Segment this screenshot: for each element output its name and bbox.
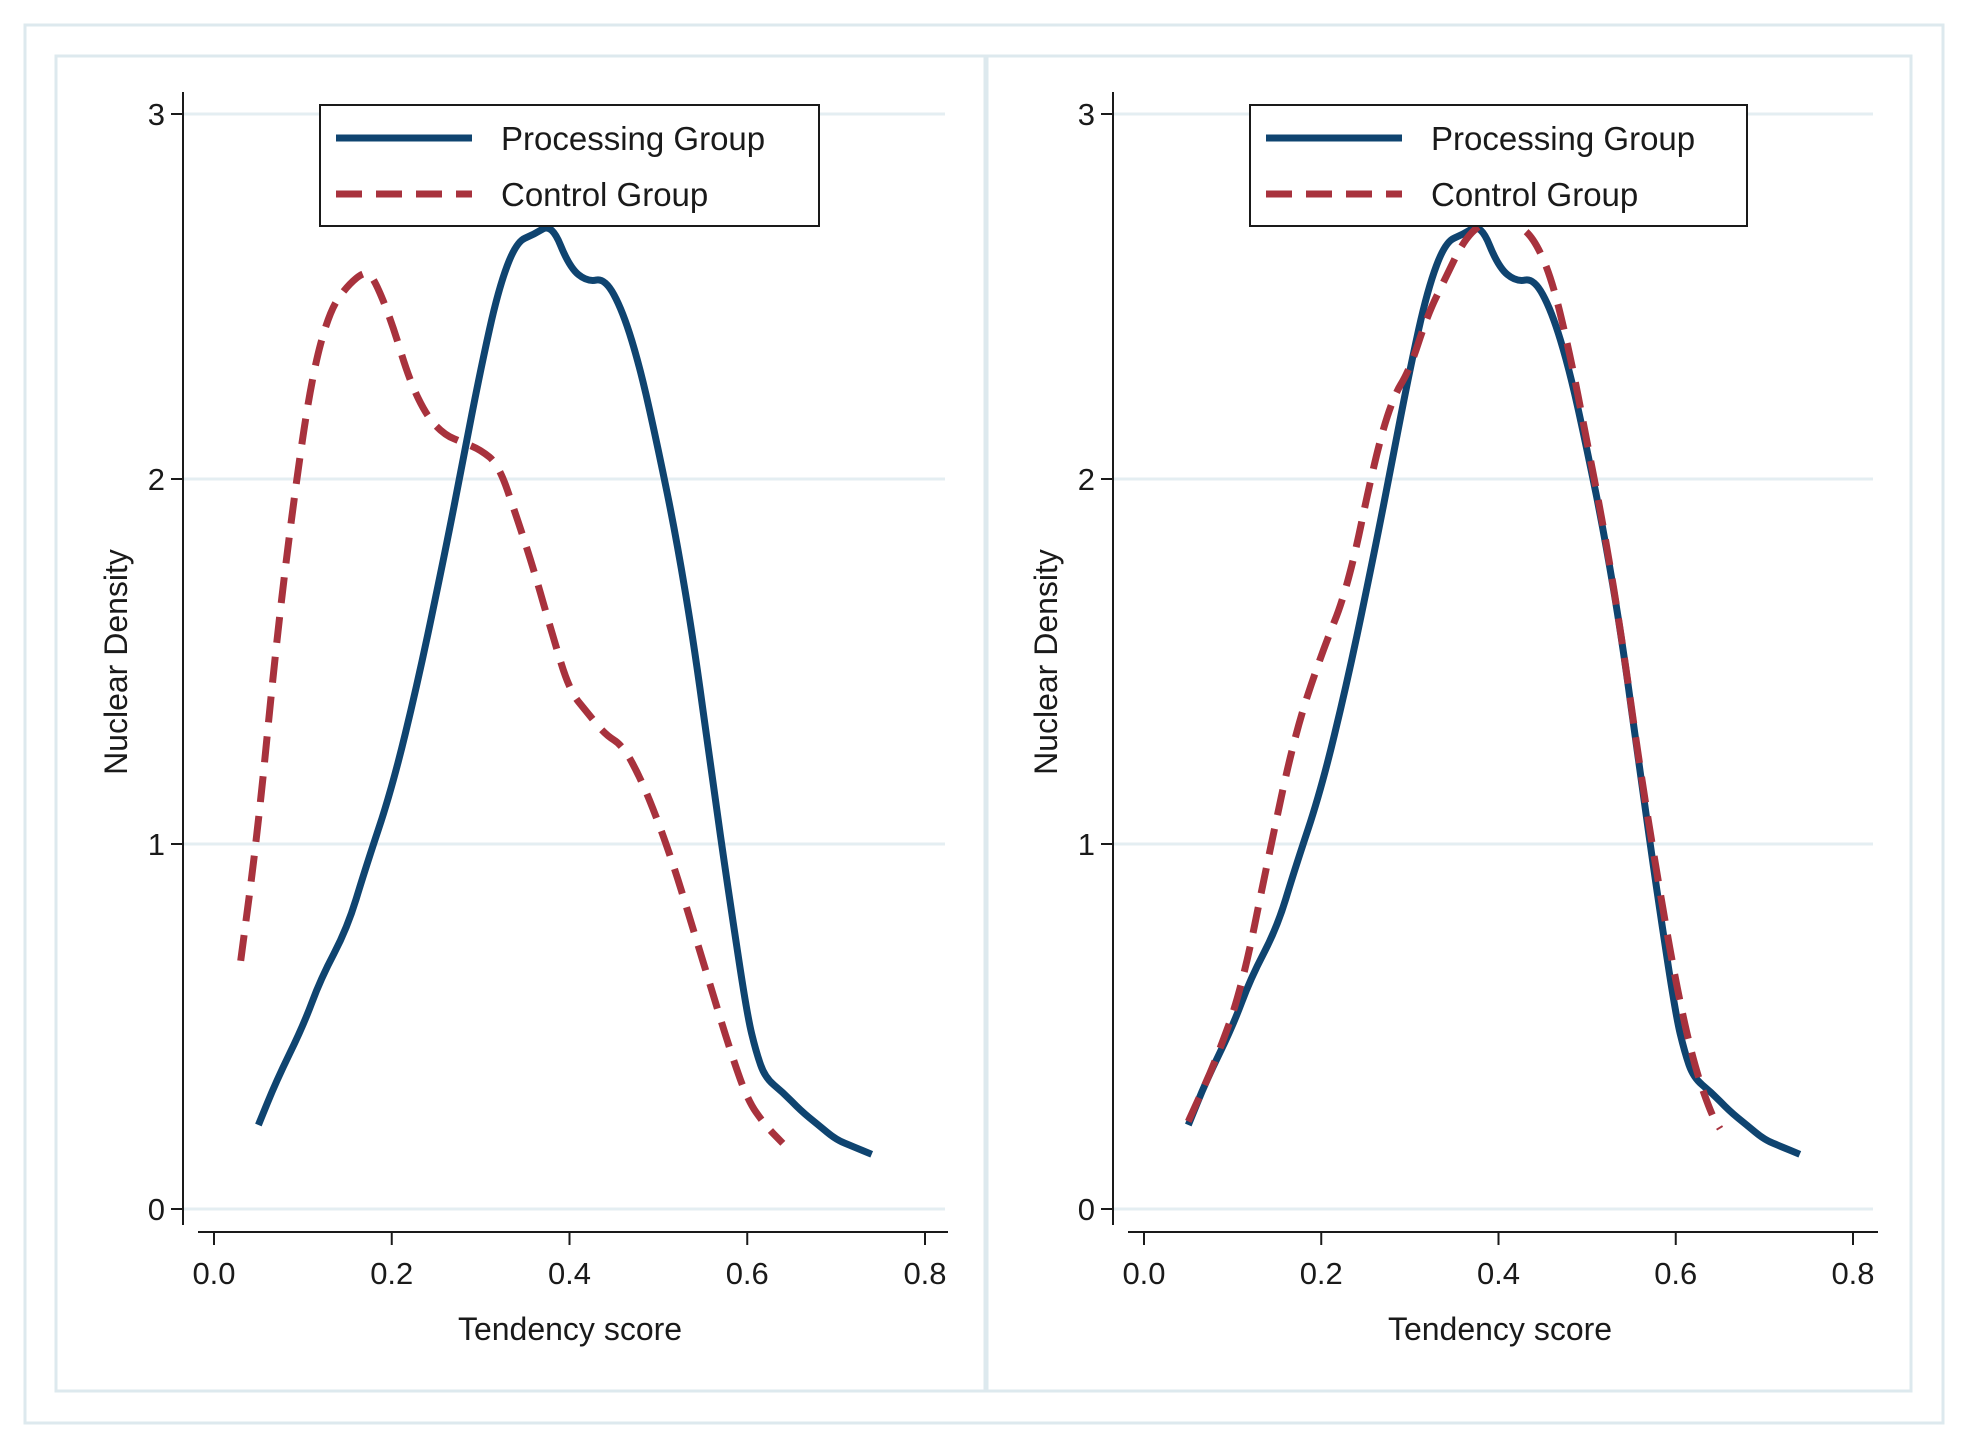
panel-left-border — [54, 54, 987, 1393]
right-series-processing-group-line — [1185, 224, 1802, 1158]
panel-left: 0.0 0.2 0.4 0.6 0.8 0 1 2 3 Tendency score Nucl… — [54, 54, 987, 1393]
right-x-tick-label-0.2: 0.2 — [1300, 1256, 1343, 1291]
right-series — [1185, 214, 1802, 1158]
left-y-tick-label-2: 2 — [148, 462, 165, 497]
right-y-tick-label-1: 1 — [1078, 827, 1095, 862]
left-y-ticks: 0 1 2 3 — [148, 97, 183, 1227]
left-legend-control-label: Control Group — [501, 176, 708, 213]
right-y-axis-title: Nuclear Density — [1028, 549, 1064, 775]
left-legend-box — [319, 104, 820, 227]
left-x-tick-label-0.6: 0.6 — [726, 1256, 769, 1291]
panel-right-border — [985, 54, 1913, 1393]
left-y-tick-label-1: 1 — [148, 827, 165, 862]
left-series-control-group-line — [237, 269, 786, 1146]
left-series-processing-group-line — [255, 224, 874, 1158]
left-x-ticks: 0.0 0.2 0.4 0.6 0.8 — [192, 1232, 947, 1291]
right-legend-box — [1249, 104, 1748, 227]
right-x-axis-title: Tendency score — [1388, 1311, 1612, 1347]
right-legend-processing-label: Processing Group — [1431, 120, 1695, 157]
left-legend: Processing Group Control Group — [319, 104, 820, 227]
left-x-tick-label-0.0: 0.0 — [192, 1256, 235, 1291]
left-x-tick-label-0.4: 0.4 — [548, 1256, 591, 1291]
left-x-tick-label-0.2: 0.2 — [370, 1256, 413, 1291]
left-x-tick-label-0.8: 0.8 — [903, 1256, 946, 1291]
right-x-tick-label-0.8: 0.8 — [1831, 1256, 1874, 1291]
left-legend-processing-label: Processing Group — [501, 120, 765, 157]
left-y-axis-title: Nuclear Density — [98, 549, 134, 775]
right-y-tick-label-2: 2 — [1078, 462, 1095, 497]
right-x-tick-label-0.6: 0.6 — [1654, 1256, 1697, 1291]
left-y-tick-label-3: 3 — [148, 97, 165, 132]
right-y-ticks: 0 1 2 3 — [1078, 97, 1113, 1227]
right-axes — [1112, 92, 1878, 1233]
left-axes — [182, 92, 948, 1233]
right-legend-control-label: Control Group — [1431, 176, 1638, 213]
panel-right: 0.0 0.2 0.4 0.6 0.8 0 1 2 3 Tendency score Nucl… — [985, 54, 1913, 1393]
right-x-ticks: 0.0 0.2 0.4 0.6 0.8 — [1122, 1232, 1875, 1291]
right-y-tick-label-0: 0 — [1078, 1192, 1095, 1227]
right-legend: Processing Group Control Group — [1249, 104, 1748, 227]
right-series-control-group-line — [1185, 214, 1724, 1131]
left-x-axis-title: Tendency score — [458, 1311, 682, 1347]
right-x-tick-label-0.4: 0.4 — [1477, 1256, 1520, 1291]
left-y-tick-label-0: 0 — [148, 1192, 165, 1227]
right-y-tick-label-3: 3 — [1078, 97, 1095, 132]
right-x-tick-label-0.0: 0.0 — [1122, 1256, 1165, 1291]
left-series — [237, 224, 874, 1158]
